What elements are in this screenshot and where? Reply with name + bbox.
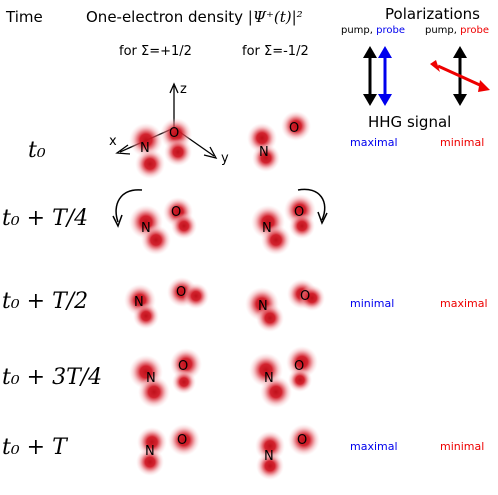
density-blob [261,225,291,255]
pump-label: pump, [341,25,377,36]
density-blob [288,424,320,456]
nitrogen-label: N [145,444,155,459]
oxygen-label: O [169,126,179,141]
oxygen-label: O [294,359,304,374]
density-blob [289,213,315,239]
nitrogen-label: N [259,145,269,160]
density-blob [299,285,325,311]
pump-probe-parallel-label: pump, probe [341,25,405,36]
row-label-t0-full: t₀ + T [2,435,67,460]
density-blob [281,111,311,141]
oxygen-label: O [289,121,299,136]
z-axis-label: z [180,82,187,97]
density-blob [172,370,196,394]
density-blob [138,376,170,408]
row-label-t0-half: t₀ + T/2 [2,289,89,314]
density-blob [255,431,285,461]
density-blob [129,123,163,157]
density-formula: |Ψ⁺(t)|² [247,8,303,26]
density-blob [256,304,284,332]
nitrogen-label: N [146,371,156,386]
density-blob [260,376,292,408]
pump-probe-crossed-label: pump, probe [425,25,489,36]
signal-crossed-row1: minimal [440,136,485,149]
sigma-minus-label: for Σ=-1/2 [242,44,309,59]
nitrogen-label: N [141,221,151,236]
y-axis-label: y [221,151,229,166]
density-blob [288,368,312,392]
nitrogen-label: N [258,299,268,314]
density-blob [136,448,164,476]
hhg-signal-header: HHG signal [368,113,452,131]
density-header: One-electron density |Ψ⁺(t)|² [86,8,303,26]
oxygen-label: O [177,433,187,448]
density-blob [252,144,280,172]
oxygen-label: O [300,289,310,304]
oxygen-label: O [176,285,186,300]
oxygen-label: O [171,205,181,220]
density-blob [171,213,197,239]
rotation-arrow-left-icon [112,189,143,228]
parallel-polarization-icon [363,46,392,106]
nitrogen-label: N [134,295,144,310]
oxygen-label: O [294,205,304,220]
probe-label: probe [460,25,489,36]
density-header-prefix: One-electron density [86,8,248,26]
x-axis-label: x [109,134,117,149]
density-blob [141,225,171,255]
oxygen-label: O [297,433,307,448]
signal-crossed-row3: maximal [440,297,488,310]
signal-crossed-row5: minimal [440,440,485,453]
row-label-t0-quarter: t₀ + T/4 [2,206,89,231]
oxygen-label: O [178,359,188,374]
nitrogen-label: N [264,371,274,386]
density-blob [164,138,192,166]
polarizations-header: Polarizations [385,5,480,23]
nitrogen-label: N [264,449,274,464]
signal-parallel-row1: maximal [350,136,398,149]
density-blob [168,424,200,456]
density-blob [256,452,284,480]
crossed-polarization-icon [430,46,490,106]
signal-parallel-row3: minimal [350,297,395,310]
density-blob [133,303,159,329]
row-label-t0: t₀ [28,138,46,163]
nitrogen-label: N [262,221,272,236]
row-label-t0-three-quarter: t₀ + 3T/4 [2,365,103,390]
density-blob [183,283,209,309]
rotation-arrow-right-icon [297,188,328,225]
density-blob [135,149,165,179]
nitrogen-label: N [140,141,150,156]
sigma-plus-label: for Σ=+1/2 [119,44,192,59]
probe-label: probe [376,25,405,36]
pump-label: pump, [425,25,461,36]
time-header: Time [6,8,43,26]
signal-parallel-row5: maximal [350,440,398,453]
